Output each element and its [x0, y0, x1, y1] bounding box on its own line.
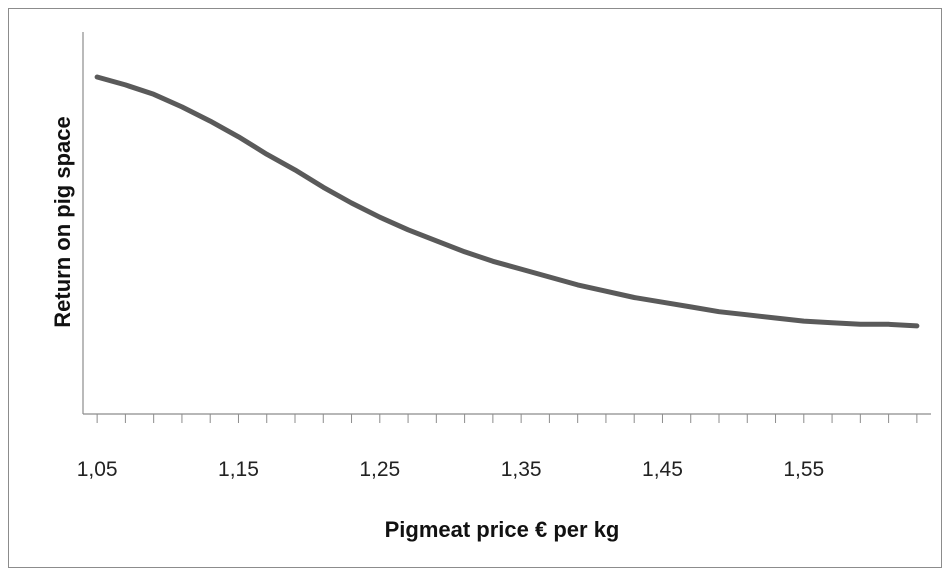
- x-axis-ticks: [96, 414, 918, 423]
- x-axis-title: Pigmeat price € per kg: [385, 517, 620, 542]
- x-tick-label: 1,55: [783, 458, 824, 481]
- x-tick-label: 1,05: [77, 458, 118, 481]
- series-line: [94, 74, 920, 329]
- y-axis-title: Return on pig space: [50, 116, 75, 327]
- x-tick-label: 1,45: [642, 458, 683, 481]
- x-tick-label: 1,25: [359, 458, 400, 481]
- x-tick-label: 1,15: [218, 458, 259, 481]
- series-group: [94, 74, 920, 329]
- x-axis-tick-labels: 1,05 1,15 1,25 1,35 1,45 1,55: [77, 458, 825, 481]
- x-tick-label: 1,35: [501, 458, 542, 481]
